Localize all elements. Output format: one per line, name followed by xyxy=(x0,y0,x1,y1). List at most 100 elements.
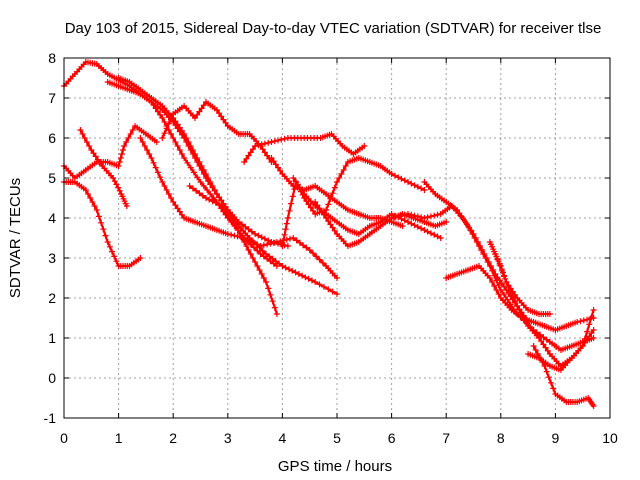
data-point xyxy=(123,139,130,145)
data-point xyxy=(312,279,319,285)
data-point xyxy=(395,174,402,181)
data-point xyxy=(232,223,239,229)
y-tick-label: -1 xyxy=(44,410,57,426)
data-point xyxy=(163,125,170,132)
data-point xyxy=(254,247,261,254)
data-point xyxy=(183,135,190,141)
data-point xyxy=(279,263,286,269)
data-point xyxy=(258,234,265,241)
data-point xyxy=(520,315,527,321)
data-point xyxy=(172,202,179,209)
data-point xyxy=(318,208,325,215)
data-point xyxy=(88,147,95,153)
data-point xyxy=(327,195,334,202)
data-point xyxy=(467,227,474,233)
data-point xyxy=(269,255,276,262)
data-point xyxy=(482,255,489,261)
data-point xyxy=(123,203,130,209)
data-point xyxy=(241,239,248,245)
data-point xyxy=(98,219,105,226)
x-tick-label: 10 xyxy=(602,430,618,446)
data-point xyxy=(211,187,218,193)
data-point xyxy=(273,311,280,317)
data-point xyxy=(200,102,207,109)
data-point xyxy=(247,149,254,156)
data-point xyxy=(505,283,512,290)
data-point xyxy=(327,221,334,228)
data-point xyxy=(258,271,265,277)
data-point xyxy=(252,259,259,265)
data-point xyxy=(172,139,179,145)
data-point xyxy=(161,119,168,125)
data-point xyxy=(518,311,525,317)
data-point xyxy=(178,151,185,157)
data-point xyxy=(584,328,591,335)
data-point xyxy=(460,216,467,223)
data-point xyxy=(168,131,174,137)
data-point xyxy=(512,298,518,305)
data-point xyxy=(361,143,368,149)
data-point xyxy=(261,235,268,242)
data-point xyxy=(212,199,219,206)
data-point xyxy=(260,275,267,281)
data-point xyxy=(265,237,272,244)
data-point xyxy=(168,195,174,201)
series-arc-12 xyxy=(279,155,428,249)
data-point xyxy=(189,147,196,153)
data-point xyxy=(544,347,551,354)
data-point xyxy=(178,211,185,218)
data-point xyxy=(91,203,98,209)
data-point xyxy=(265,285,272,292)
data-point xyxy=(431,212,438,219)
data-point xyxy=(255,232,262,239)
data-point xyxy=(196,108,203,115)
data-point xyxy=(170,199,177,205)
data-point xyxy=(421,227,428,233)
data-point xyxy=(115,163,122,169)
data-point xyxy=(93,207,100,213)
data-point xyxy=(300,242,307,249)
data-point xyxy=(102,232,109,239)
data-point xyxy=(421,215,428,221)
data-point xyxy=(476,243,482,249)
data-point xyxy=(270,158,277,165)
data-point xyxy=(299,272,306,279)
data-point xyxy=(161,130,168,137)
data-point xyxy=(113,258,120,265)
data-point xyxy=(427,230,434,237)
data-point xyxy=(266,253,273,260)
series-arc-10 xyxy=(241,131,368,165)
data-point xyxy=(178,127,185,134)
data-point xyxy=(252,231,259,237)
data-point xyxy=(219,203,226,209)
series-arc-7 xyxy=(159,99,275,165)
data-point xyxy=(418,214,425,221)
data-point xyxy=(87,195,94,201)
data-point xyxy=(216,201,223,208)
data-point xyxy=(245,226,252,233)
data-point xyxy=(590,335,597,341)
data-point xyxy=(303,244,310,251)
data-point xyxy=(86,143,93,149)
data-point xyxy=(495,282,502,289)
data-point xyxy=(542,344,549,351)
data-point xyxy=(244,236,251,243)
data-point xyxy=(100,226,107,233)
data-point xyxy=(498,267,505,274)
data-point xyxy=(284,243,291,249)
data-point xyxy=(187,164,194,171)
data-point xyxy=(257,251,264,257)
data-point xyxy=(194,174,201,181)
data-point xyxy=(401,217,408,224)
data-point xyxy=(176,208,183,215)
data-point xyxy=(157,111,164,118)
data-point xyxy=(290,235,297,241)
data-point xyxy=(516,307,523,313)
data-point xyxy=(283,220,290,227)
data-point xyxy=(176,124,183,131)
data-point xyxy=(287,235,293,242)
data-point xyxy=(427,213,434,220)
data-point xyxy=(514,303,521,309)
data-point xyxy=(200,167,207,173)
data-point xyxy=(249,146,256,153)
